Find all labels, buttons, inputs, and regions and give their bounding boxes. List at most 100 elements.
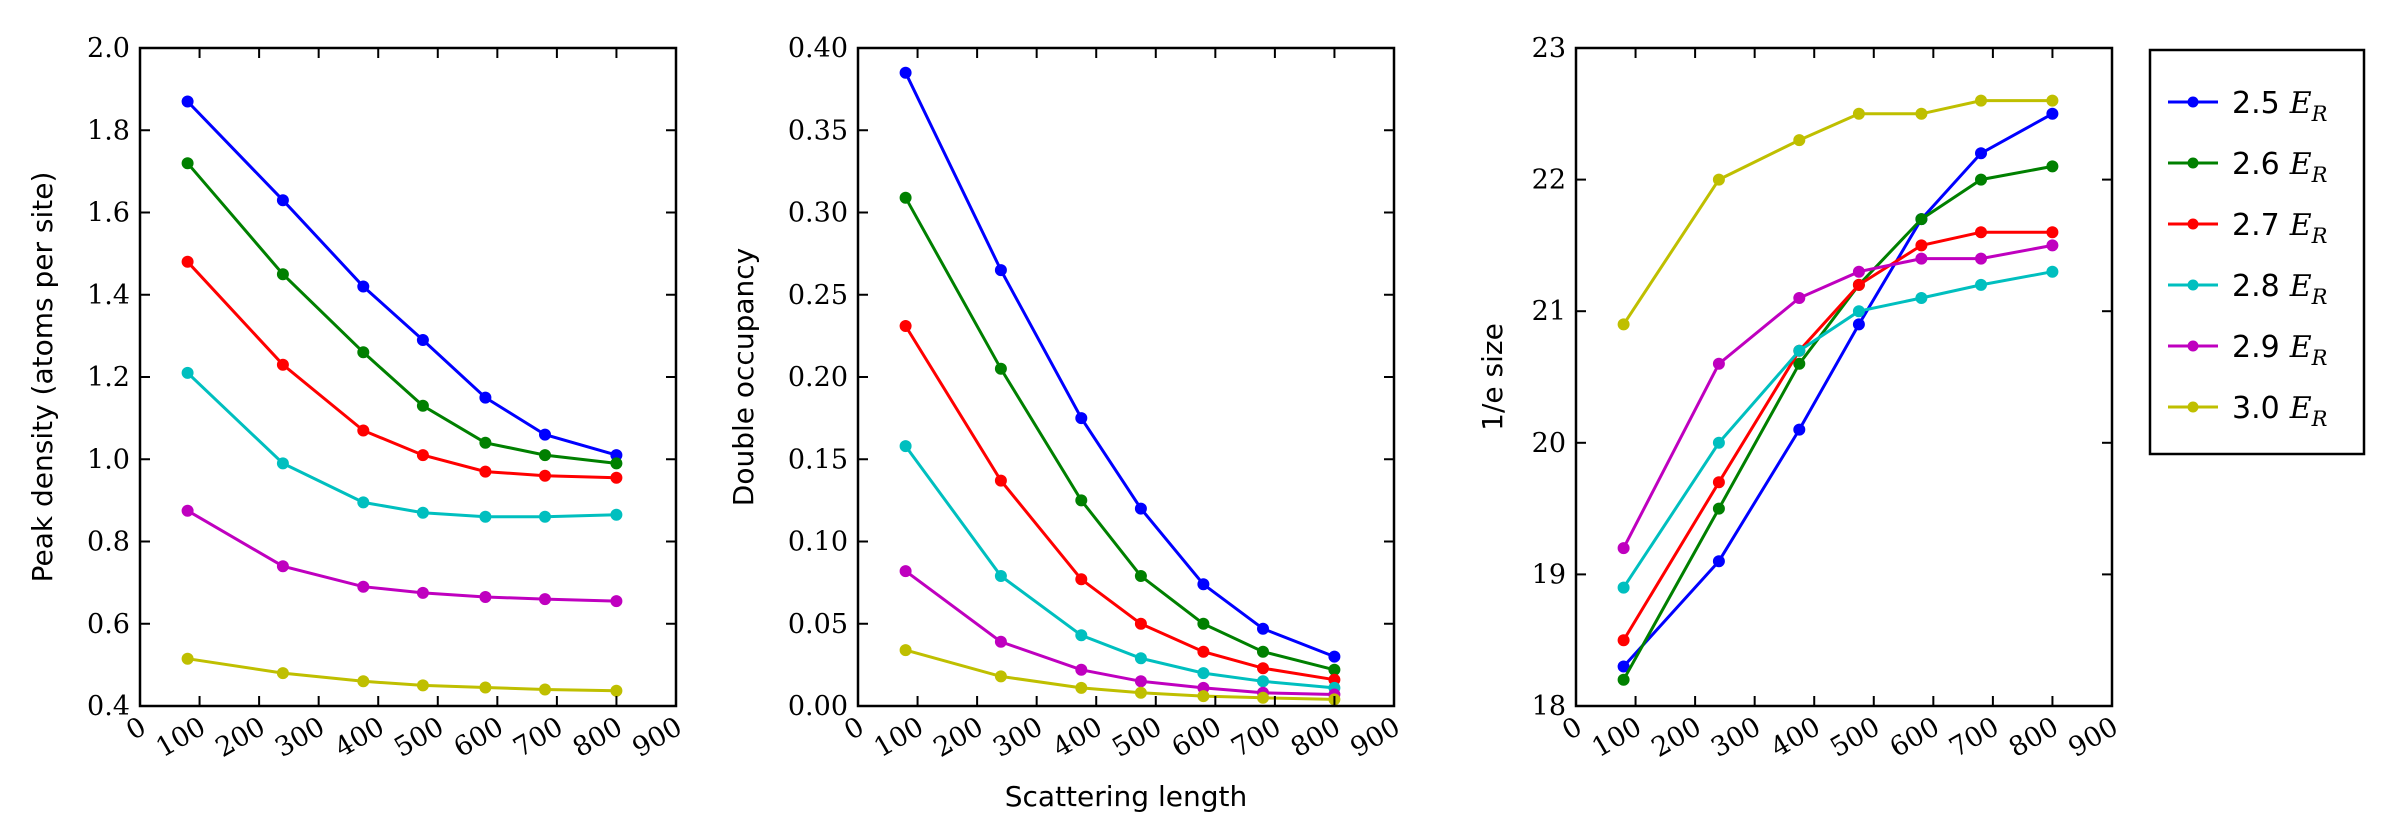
legend-symbol: E — [2289, 330, 2312, 365]
data-point — [1617, 634, 1630, 647]
y-tick-label: 1.6 — [87, 198, 130, 229]
data-point — [899, 320, 912, 332]
y-tick-label: 0.6 — [87, 609, 130, 640]
legend-number: 2.8 — [2232, 269, 2280, 304]
x-tick-label: 600 — [1885, 711, 1945, 764]
data-point — [181, 95, 194, 108]
y-tick-label: 0.30 — [788, 198, 848, 229]
legend-entry: 2.6 ER — [2168, 147, 2328, 187]
y-tick-label: 22 — [1532, 165, 1566, 196]
data-point — [1975, 278, 1987, 291]
legend-label: 2.8 ER — [2232, 269, 2328, 309]
data-point — [416, 679, 429, 692]
data-point — [1975, 252, 1987, 265]
series-line — [904, 196, 1335, 672]
x-tick-label: 400 — [330, 711, 390, 764]
data-point — [1197, 578, 1210, 591]
data-point — [416, 586, 429, 599]
data-point — [2046, 226, 2059, 239]
data-point — [181, 504, 194, 517]
series-line — [904, 325, 1335, 682]
double-occupancy-panel: 0 100 200 300 400 500 600 700 800 9000.000.050.10… — [727, 33, 1406, 813]
legend-number: 2.5 — [2232, 86, 2280, 121]
data-point — [1793, 357, 1806, 370]
data-point — [610, 595, 623, 608]
legend-marker — [2187, 96, 2199, 108]
data-point — [181, 255, 194, 268]
y-tick-label: 20 — [1532, 428, 1566, 459]
x-tick-label: 100 — [151, 711, 211, 764]
data-point — [610, 471, 623, 484]
series-line — [187, 657, 617, 693]
legend-marker — [2187, 218, 2199, 230]
legend-number: 2.7 — [2232, 208, 2280, 243]
data-point — [181, 157, 194, 170]
legend-entry: 2.7 ER — [2168, 208, 2328, 248]
data-point — [1197, 667, 1210, 680]
legend-label: 2.6 ER — [2232, 147, 2328, 187]
data-point — [1712, 436, 1725, 449]
data-point — [181, 652, 194, 665]
series-line — [904, 72, 1335, 658]
data-point — [479, 510, 492, 523]
data-point — [899, 565, 912, 578]
data-point — [276, 667, 289, 680]
data-point — [539, 593, 551, 606]
series-line — [186, 260, 617, 480]
y-axis-label: 1/e size — [1476, 323, 1509, 431]
data-point — [1712, 357, 1725, 370]
data-point — [357, 580, 370, 593]
legend-number: 3.0 — [2232, 391, 2280, 426]
data-point — [479, 436, 492, 449]
data-point — [357, 280, 370, 293]
data-point — [610, 684, 623, 697]
data-point — [1134, 686, 1147, 699]
legend-subscript: R — [2311, 224, 2328, 248]
data-point — [1852, 107, 1865, 120]
legend-subscript: R — [2311, 407, 2328, 431]
data-point — [1328, 650, 1341, 663]
data-point — [1975, 173, 1987, 186]
x-tick-label: 300 — [270, 711, 330, 764]
legend-symbol: E — [2289, 391, 2312, 426]
data-point — [610, 508, 623, 521]
data-point — [539, 428, 551, 441]
data-point — [994, 570, 1007, 582]
data-point — [1975, 147, 1987, 160]
x-tick-label: 100 — [869, 711, 929, 764]
legend-symbol: E — [2289, 208, 2312, 243]
data-point — [181, 366, 194, 379]
data-point — [2046, 107, 2059, 120]
data-point — [479, 591, 492, 603]
legend-label: 2.9 ER — [2232, 330, 2328, 370]
y-tick-label: 19 — [1532, 559, 1566, 590]
y-tick-label: 1.2 — [87, 362, 130, 393]
data-point — [1852, 265, 1865, 278]
data-point — [1975, 94, 1987, 107]
series-line — [186, 162, 617, 465]
data-point — [994, 474, 1007, 487]
data-point — [479, 391, 492, 404]
y-axis-label: Double occupancy — [727, 248, 760, 506]
data-point — [1617, 660, 1630, 673]
data-point — [1075, 573, 1088, 586]
data-point — [1793, 423, 1806, 436]
x-tick-label: 800 — [568, 711, 628, 764]
legend-entry: 2.5 ER — [2168, 86, 2328, 126]
x-axis-label: Scattering length — [1005, 780, 1247, 813]
legend-marker — [2187, 157, 2199, 169]
data-point — [1852, 318, 1865, 331]
data-point — [276, 457, 289, 470]
data-point — [416, 506, 429, 519]
data-point — [1134, 570, 1147, 582]
y-tick-label: 0.05 — [788, 609, 848, 640]
y-tick-label: 23 — [1532, 33, 1566, 64]
data-point — [276, 268, 289, 281]
data-point — [994, 635, 1007, 648]
legend-symbol: E — [2289, 269, 2312, 304]
data-point — [1793, 134, 1806, 147]
axes-frame — [138, 46, 678, 708]
x-tick-label: 700 — [508, 711, 568, 764]
data-point — [416, 399, 429, 412]
